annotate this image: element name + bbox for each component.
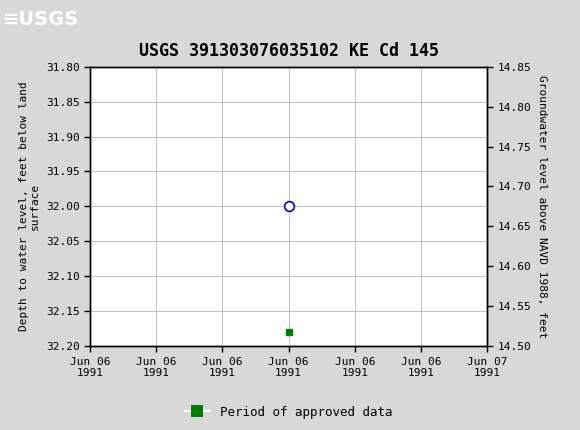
Title: USGS 391303076035102 KE Cd 145: USGS 391303076035102 KE Cd 145 <box>139 42 438 59</box>
Y-axis label: Groundwater level above NAVD 1988, feet: Groundwater level above NAVD 1988, feet <box>537 75 547 338</box>
Y-axis label: Depth to water level, feet below land
surface: Depth to water level, feet below land su… <box>19 82 40 331</box>
Text: ≡USGS: ≡USGS <box>3 10 79 29</box>
Legend: Period of approved data: Period of approved data <box>180 401 397 424</box>
